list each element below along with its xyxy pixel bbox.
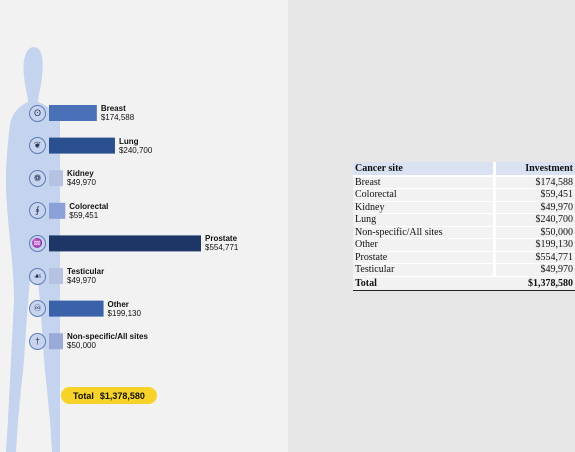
bar-value-label: $49,970 [67, 178, 96, 188]
bar-category-label: Kidney [67, 169, 94, 179]
bar-category-label: Non-specific/All sites [67, 332, 148, 342]
table-cell-site: Kidney [353, 201, 493, 214]
table-cell-site: Breast [353, 176, 493, 189]
bar-category-label: Prostate [205, 234, 238, 244]
infographic-panel: ʘ Breast $174,588 ❦ Lung $240,700 ❁ Kidney $49,9… [0, 0, 288, 452]
bar-label: Testicular $49,970 [67, 267, 104, 285]
table-header-row: Cancer site Investment [353, 162, 575, 177]
table-total-row: Total $1,378,580 [353, 275, 575, 291]
table-cell-investment: $49,970 [495, 263, 575, 277]
table-cell-investment: $59,451 [495, 188, 575, 202]
bar-chart [49, 105, 201, 350]
bar-label: Colorectal $59,451 [69, 202, 108, 220]
bar-category-label: Testicular [67, 267, 105, 276]
total-label: Total [73, 390, 94, 401]
bar-value-label: $240,700 [118, 145, 153, 155]
table-cell-site: Lung [353, 213, 493, 227]
table-total-value: $1,378,580 [495, 275, 575, 291]
table-cell-investment: $199,130 [495, 238, 575, 252]
table-cell-site: Non-specific/All sites [353, 226, 493, 239]
bar-non-specific-all-sites [49, 333, 63, 350]
table-row: Prostate $554,771 [353, 251, 575, 264]
bar-prostate [49, 235, 201, 252]
bar-category-label: Colorectal [69, 201, 109, 211]
table-cell-site: Other [353, 238, 493, 252]
table-cell-investment: $240,700 [495, 213, 575, 227]
bar-breast [49, 105, 97, 121]
table-cell-site: Prostate [353, 251, 493, 264]
testicular-icon: ☙ [29, 267, 46, 285]
total-pill: Total $1,378,580 [61, 387, 157, 404]
investment-table: Cancer site Investment Breast $174,588 Co… [353, 162, 575, 291]
bar-value-label: $554,771 [205, 243, 239, 253]
table-row: Testicular $49,970 [353, 263, 575, 277]
table-row: Kidney $49,970 [353, 201, 575, 214]
bar-value-label: $199,130 [107, 308, 141, 318]
bar-category-label: Other [107, 299, 129, 309]
total-value: $1,378,580 [99, 390, 145, 401]
table-cell-investment: $49,970 [495, 201, 575, 214]
bar-kidney [49, 170, 63, 187]
bar-label: Prostate $554,771 [205, 234, 238, 252]
bar-category-label: Breast [100, 104, 126, 113]
kidney-icon: ❁ [29, 169, 46, 187]
table-cell-investment: $174,588 [495, 176, 575, 189]
table-row: Colorectal $59,451 [353, 188, 575, 202]
bar-label: Kidney $49,970 [67, 169, 96, 187]
bar-label: Lung $240,700 [119, 137, 152, 155]
bar-label: Breast $174,588 [101, 104, 134, 122]
table-cell-site: Colorectal [353, 188, 493, 202]
breast-icon: ʘ [29, 104, 46, 122]
bar-testicular [49, 268, 63, 284]
bar-label: Other $199,130 [108, 300, 141, 318]
table-cell-site: Testicular [353, 263, 493, 277]
table-cell-investment: $50,000 [495, 226, 575, 239]
table-row: Non-specific/All sites $50,000 [353, 226, 575, 239]
header-investment: Investment [495, 162, 575, 177]
bar-colorectal [49, 202, 66, 219]
table-total-label: Total [353, 275, 493, 291]
table-cell-investment: $554,771 [495, 251, 575, 264]
prostate-icon: ♒ [29, 234, 46, 252]
body-icon: † [29, 332, 46, 350]
table-row: Breast $174,588 [353, 176, 575, 189]
bar-label: Non-specific/All sites $50,000 [67, 332, 148, 350]
bar-value-label: $49,970 [67, 276, 96, 285]
bar-category-label: Lung [118, 136, 139, 146]
ribbon-icon: ♾ [29, 300, 46, 318]
bar-other [49, 300, 104, 317]
bar-value-label: $174,588 [100, 113, 135, 122]
bar-lung [49, 137, 115, 154]
header-cancer-site: Cancer site [353, 162, 493, 177]
bar-value-label: $59,451 [69, 210, 99, 220]
bar-value-label: $50,000 [67, 341, 96, 351]
table-row: Lung $240,700 [353, 213, 575, 227]
table-row: Other $199,130 [353, 238, 575, 252]
colorectal-icon: ∮ [29, 202, 46, 220]
lung-icon: ❦ [29, 137, 46, 155]
